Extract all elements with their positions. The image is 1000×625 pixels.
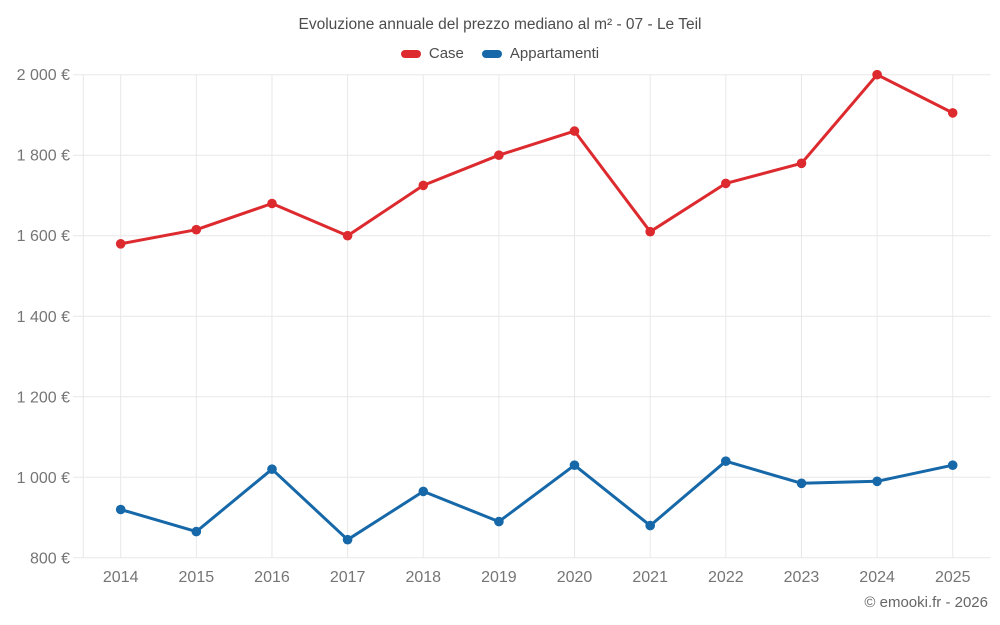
attribution: © emooki.fr - 2026 [864,594,988,611]
x-tick-label-2024: 2024 [859,569,895,586]
series-line-case [119,73,955,246]
series-line-appartamenti [119,459,955,542]
x-tick-label-2018: 2018 [405,569,441,586]
data-point-appartamenti-2022[interactable] [721,456,731,467]
data-point-case-2017[interactable] [342,230,353,241]
x-tick-label-2014: 2014 [103,569,139,586]
data-point-appartamenti-2023[interactable] [796,478,807,489]
x-tick-label-2017: 2017 [330,569,366,586]
legend-item-appartamenti[interactable]: Appartamenti [481,45,600,62]
y-tick-label-1600: 1 600 € [17,228,70,245]
appartamenti-series-swatch-icon [481,49,502,58]
data-point-appartamenti-2015[interactable] [191,526,202,537]
data-point-case-2019[interactable] [494,150,504,160]
x-tick-label-2023: 2023 [784,569,820,586]
data-point-appartamenti-2025[interactable] [947,460,958,471]
legend-label-case: Case [428,45,464,62]
data-point-case-2018[interactable] [418,180,429,191]
data-point-appartamenti-2019[interactable] [494,516,504,527]
case-series-swatch-icon [400,49,421,58]
x-tick-label-2022: 2022 [708,569,744,586]
data-point-appartamenti-2014[interactable] [115,504,126,515]
chart-title: Evoluzione annuale del prezzo mediano al… [298,16,702,33]
data-point-appartamenti-2018[interactable] [418,486,429,497]
y-tick-label-800: 800 € [30,550,70,567]
data-point-appartamenti-2017[interactable] [342,534,353,545]
data-point-case-2015[interactable] [191,224,202,235]
data-point-case-2020[interactable] [569,126,580,136]
x-tick-label-2020: 2020 [557,569,593,586]
y-tick-label-1800: 1 800 € [17,148,70,165]
data-point-appartamenti-2024[interactable] [872,476,882,487]
data-point-appartamenti-2020[interactable] [569,460,580,471]
data-point-appartamenti-2016[interactable] [267,464,277,475]
data-point-appartamenti-2021[interactable] [645,520,655,531]
x-tick-label-2019: 2019 [481,569,517,586]
data-point-case-2016[interactable] [267,198,277,209]
data-point-case-2021[interactable] [645,226,655,237]
y-tick-label-1200: 1 200 € [17,389,70,406]
data-point-case-2022[interactable] [721,178,731,189]
data-point-case-2025[interactable] [947,108,958,118]
legend-label-appartamenti: Appartamenti [509,45,600,62]
y-tick-label-1400: 1 400 € [17,309,70,326]
x-tick-label-2025: 2025 [935,569,971,586]
x-tick-label-2021: 2021 [632,569,668,586]
x-tick-label-2016: 2016 [254,569,290,586]
legend-item-case[interactable]: Case [400,45,464,62]
data-point-case-2023[interactable] [796,158,807,169]
y-tick-label-2000: 2 000 € [17,67,70,84]
x-tick-label-2015: 2015 [179,569,215,586]
y-tick-label-1000: 1 000 € [17,470,70,487]
data-point-case-2014[interactable] [115,239,126,249]
data-point-case-2024[interactable] [872,69,882,80]
chart-legend: Case Appartamenti [0,45,1000,62]
